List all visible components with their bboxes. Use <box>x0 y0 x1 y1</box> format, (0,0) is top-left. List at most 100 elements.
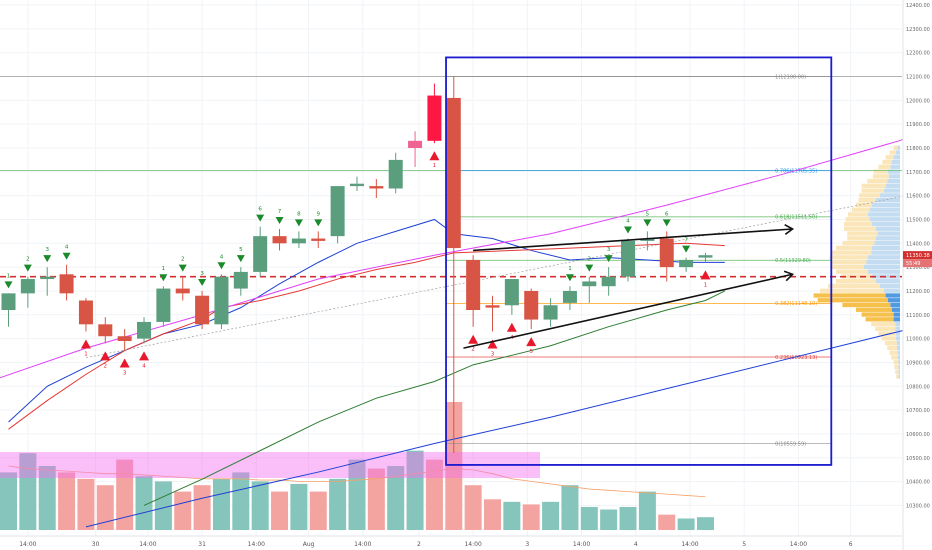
volume-bar <box>19 453 37 530</box>
drawings[interactable] <box>445 56 833 466</box>
volume-profile-bar-up <box>894 364 899 370</box>
candle-body <box>214 276 229 325</box>
volume-profile-bar-down <box>884 188 900 193</box>
candle-body <box>98 324 113 337</box>
price-tick-label: 11900.00 <box>906 122 930 128</box>
fib-level-label: 1(12100.00) <box>775 74 806 80</box>
volume-profile-bar-down <box>892 159 900 165</box>
price-tick-label: 11500.00 <box>906 217 930 223</box>
signal-count-label: 1 <box>162 266 166 272</box>
sell-signal-triangle <box>23 264 32 272</box>
volume-profile-bar-down <box>876 236 900 241</box>
volume-histogram <box>0 402 714 530</box>
volume-profile-bar-down <box>884 288 900 293</box>
volume-profile-bar-up <box>847 236 876 241</box>
volume-bar <box>464 485 482 530</box>
volume-profile-bar-down <box>876 226 900 231</box>
price-axis-background <box>903 0 932 550</box>
volume-bar <box>542 501 560 530</box>
volume-bar <box>212 478 230 530</box>
price-tick-label: 11700.00 <box>906 170 930 176</box>
volume-profile-bar-up <box>861 188 884 193</box>
volume-bar <box>96 485 114 530</box>
volume-profile-bar-down <box>888 174 900 179</box>
sell-signal-triangle <box>43 255 52 263</box>
price-tick-label: 12000.00 <box>906 98 930 104</box>
volume-bar <box>367 468 385 530</box>
time-tick-label: 14:00 <box>790 541 807 548</box>
sell-signal-triangle <box>682 245 691 253</box>
signal-count-label: 2 <box>104 363 108 369</box>
volume-bar <box>309 491 327 530</box>
volume-profile-bar-up <box>881 336 896 341</box>
price-tick-label: 11200.00 <box>906 289 930 295</box>
candle-body <box>349 183 364 187</box>
price-tick-label: 11300.00 <box>906 265 930 271</box>
moving-average-line <box>8 218 725 423</box>
time-tick-label: 14:00 <box>573 541 590 548</box>
rectangle-drawing <box>445 56 833 466</box>
signal-count-label: 4 <box>220 254 224 260</box>
volume-bar <box>329 478 347 530</box>
volume-profile-bar-down <box>895 321 900 327</box>
signal-count-label: 7 <box>684 238 688 244</box>
signal-count-label: 6 <box>258 207 262 213</box>
volume-bar <box>503 501 521 530</box>
volume-profile-bar-down <box>869 207 900 212</box>
buy-signal-triangle <box>100 351 111 361</box>
buy-signal-triangle <box>429 151 440 161</box>
sell-signal-triangle <box>643 219 652 227</box>
volume-bar <box>154 481 172 530</box>
volume-profile-bar-up <box>896 374 899 379</box>
candle-body <box>582 281 597 287</box>
price-tick-label: 10400.00 <box>906 480 930 486</box>
sell-signal-triangle <box>62 252 71 260</box>
time-tick-label: 14:00 <box>464 541 481 548</box>
volume-profile-bar-up <box>856 202 872 208</box>
time-tick-label: 6 <box>849 541 853 548</box>
time-tick-label: 14:00 <box>139 541 156 548</box>
signal-count-label: 5 <box>646 211 650 217</box>
moving-average-line <box>143 290 726 506</box>
volume-profile-bar-up <box>884 341 897 346</box>
candle-body <box>698 255 713 258</box>
volume-profile-bar-up <box>875 326 896 331</box>
volume-bar <box>406 450 424 530</box>
volume-profile-bar-up <box>891 355 898 360</box>
candle-body <box>408 140 423 148</box>
time-tick-label: 5 <box>742 541 746 548</box>
volume-bar <box>271 491 289 530</box>
candle-body <box>369 186 384 189</box>
sell-signal-triangle <box>314 219 323 227</box>
volume-profile-bar-up <box>885 155 894 160</box>
candle-body <box>621 240 636 277</box>
candle-body <box>504 279 519 306</box>
time-tick-label: 14:00 <box>19 541 36 548</box>
candle-body <box>330 186 345 237</box>
fib-level-label: 0.618(11511.50) <box>775 215 817 221</box>
volume-profile-bar-up <box>842 302 891 308</box>
volume-profile-bar-up <box>872 174 889 179</box>
signal-count-label: 4 <box>142 363 146 369</box>
sell-signal-triangle <box>585 264 594 272</box>
candle-body <box>679 259 694 268</box>
volume-profile-bar-up <box>859 193 880 198</box>
candle-body <box>233 271 248 289</box>
volume-profile-bar-up <box>852 207 870 212</box>
volume-profile-bar-up <box>871 321 896 327</box>
price-tick-label: 11600.00 <box>906 194 930 200</box>
signal-count-label: 1 <box>568 266 572 272</box>
volume-bar <box>658 514 676 530</box>
price-tick-label: 12100.00 <box>906 74 930 80</box>
signal-count-label: 2 <box>26 257 30 263</box>
price-tick-label: 10800.00 <box>906 384 930 390</box>
volume-profile-bar-down <box>896 341 900 346</box>
volume-profile-bar-down <box>871 250 900 255</box>
price-tick-label: 10700.00 <box>906 408 930 414</box>
volume-profile-bar-down <box>868 212 900 217</box>
candle-body <box>175 288 190 294</box>
signal-count-label: 6 <box>665 211 669 217</box>
